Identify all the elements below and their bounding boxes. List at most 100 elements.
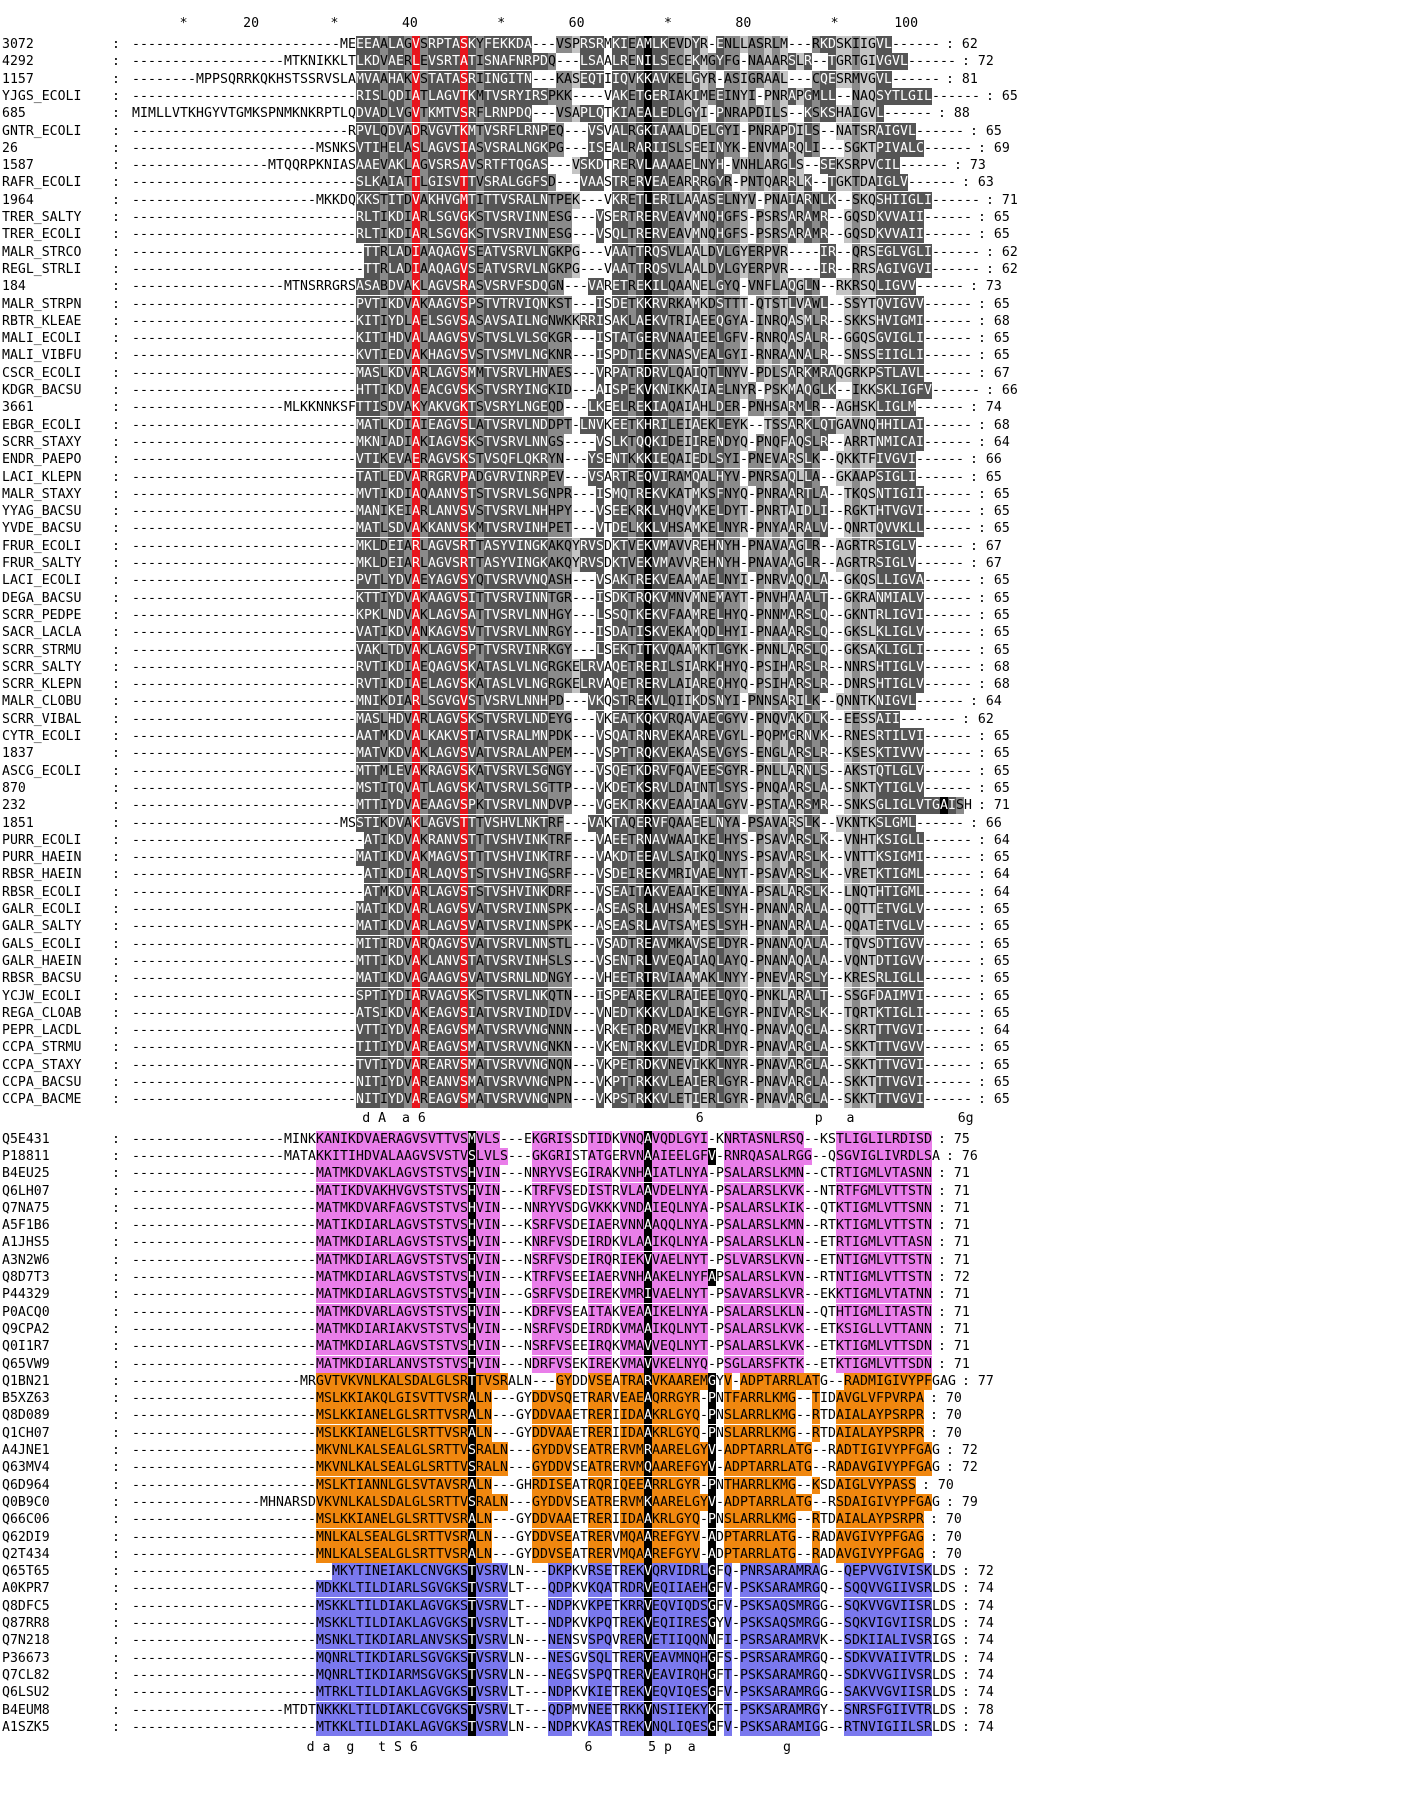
sequence-length: : 65 [978, 953, 1010, 969]
sequence-length: : 78 [962, 1702, 994, 1718]
separator: : [112, 1616, 120, 1631]
sequence-name: GALR_ECOLI [2, 902, 82, 917]
sequence-name: B4EU25 [2, 1166, 50, 1182]
position-ruler: * 20 * 40 * 60 * 80 * 100 [132, 16, 919, 31]
sequence-length: : 65 [978, 331, 1010, 347]
separator: : [112, 1270, 120, 1285]
separator: : [112, 313, 120, 329]
sequence-name: CCPA_STAXY [2, 1057, 82, 1073]
sequence-name: YJGS_ECOLI [2, 88, 82, 104]
sequence-name: SCRR_SALTY [2, 659, 82, 675]
sequence-residues: ----------------------------MTTIKDVAKLAN… [132, 952, 972, 970]
sequence-name: P36673 [2, 1650, 50, 1666]
separator: : [112, 469, 120, 485]
sequence-length: : 67 [970, 538, 1002, 554]
separator: : [112, 88, 120, 104]
sequence-name: PURR_ECOLI [2, 832, 82, 848]
sequence-length: : 71 [938, 1235, 970, 1251]
sequence-residues: ----------------------------KITIYDLAELSG… [132, 312, 972, 330]
sequence-residues: -----------------------MATMKDIARLAGVSTST… [132, 1251, 932, 1269]
separator: : [112, 331, 120, 347]
sequence-name: Q66C06 [2, 1512, 50, 1528]
separator: : [112, 504, 120, 520]
separator: : [112, 729, 120, 744]
sequence-residues: ----------------------------MNIKDIARLSGV… [132, 693, 964, 711]
sequence-length: : 65 [978, 988, 1010, 1004]
sequence-name: Q9CPA2 [2, 1321, 50, 1337]
sequence-length: : 71 [938, 1304, 970, 1320]
separator: : [112, 365, 120, 381]
separator: : [112, 279, 120, 295]
sequence-residues: -----------------------MSNKSVTIHELASLAGV… [132, 139, 972, 157]
sequence-residues: --------MPPSQRRKQKHSTSSRVSLAMVAAHAKVSTAT… [132, 70, 940, 88]
sequence-length: : 66 [970, 815, 1002, 831]
sequence-name: Q8DFC5 [2, 1598, 50, 1614]
sequence-residues: -----------------------MKVNLKALSEALGLSRT… [132, 1459, 940, 1477]
sequence-length: : 68 [978, 677, 1010, 693]
sequence-residues: ----------------MHNARSDVKVNLKALSDALGLSRT… [132, 1493, 940, 1511]
sequence-residues: -----------------------------TTRLADIAAQA… [132, 260, 980, 278]
sequence-name: REGL_STRLI [2, 261, 82, 277]
sequence-residues: --------------------------MSSTIKDVAKLAGV… [132, 814, 964, 832]
separator: : [112, 1581, 120, 1597]
sequence-residues: ----------------------------RVTIKDIAEQAG… [132, 658, 972, 676]
sequence-name: EBGR_ECOLI [2, 417, 82, 433]
sequence-name: SCRR_PEDPE [2, 607, 82, 623]
sequence-length: : 65 [978, 919, 1010, 935]
sequence-residues: ----------------------------PVTLYDVAEYAG… [132, 572, 972, 590]
sequence-residues: ----------------------------MSTITQVATLAG… [132, 779, 972, 797]
sequence-residues: -----------------------------ATIKDVAKRAN… [132, 831, 972, 849]
sequence-residues: -----------------------MTKKLTILDIAKLAGVG… [132, 1718, 956, 1736]
separator: : [112, 1057, 120, 1073]
sequence-residues: -----------------------MATIKDIARLAGVSTST… [132, 1217, 932, 1235]
sequence-residues: ----------------------------RLTIKDIARLSG… [132, 226, 972, 244]
separator: : [112, 1719, 120, 1735]
separator: : [112, 1494, 120, 1510]
sequence-name: P18811 [2, 1148, 50, 1164]
separator: : [112, 1598, 120, 1614]
separator: : [112, 1650, 120, 1666]
sequence-name: Q5E431 [2, 1131, 50, 1147]
sequence-residues: -----------------------MTRKLTILDIAKLAGVG… [132, 1684, 956, 1702]
sequence-name: 4292 [2, 54, 34, 70]
separator: : [112, 642, 120, 658]
sequence-name: Q0I1R7 [2, 1339, 50, 1355]
separator: : [112, 383, 120, 398]
sequence-length: : 62 [986, 261, 1018, 277]
sequence-length: : 62 [986, 244, 1018, 260]
sequence-length: : 65 [978, 780, 1010, 796]
sequence-length: : 62 [946, 37, 978, 52]
sequence-length: : 65 [978, 1057, 1010, 1073]
sequence-residues: ----------------------------KVTIEDVAKHAG… [132, 347, 972, 365]
separator: : [112, 832, 120, 848]
sequence-name: 26 [2, 140, 18, 156]
sequence-residues: ----------------------------MKLDEIARLAGV… [132, 537, 964, 555]
sequence-name: 685 [2, 106, 26, 122]
sequence-name: Q1CH07 [2, 1425, 50, 1441]
sequence-residues: ----------------------------SPTIYDIARVAG… [132, 987, 972, 1005]
sequence-length: : 68 [978, 417, 1010, 433]
sequence-residues: ----------------------------MATLKDIAIEAG… [132, 416, 972, 434]
sequence-name: A5F1B6 [2, 1218, 50, 1234]
separator: : [112, 1218, 120, 1234]
sequence-length: : 65 [978, 607, 1010, 623]
separator: : [112, 1252, 120, 1268]
sequence-length: : 65 [978, 642, 1010, 658]
separator: : [112, 1512, 120, 1528]
sequence-name: GALR_HAEIN [2, 953, 82, 969]
sequence-name: Q6LH07 [2, 1183, 50, 1199]
sequence-length: : 64 [978, 1023, 1010, 1039]
separator: : [112, 780, 120, 796]
sequence-name: A3N2W6 [2, 1252, 50, 1268]
sequence-length: : 65 [978, 504, 1010, 520]
separator: : [112, 1667, 120, 1683]
sequence-residues: -----------------------MATMKDIARIAKVSTST… [132, 1320, 932, 1338]
sequence-name: MALR_STRPN [2, 296, 82, 312]
separator: : [112, 607, 120, 623]
separator: : [112, 1075, 120, 1090]
sequence-length: : 74 [962, 1633, 994, 1649]
separator: : [112, 106, 120, 122]
sequence-length: : 65 [978, 746, 1010, 762]
sequence-length: : 74 [962, 1616, 994, 1631]
separator: : [112, 1702, 120, 1718]
